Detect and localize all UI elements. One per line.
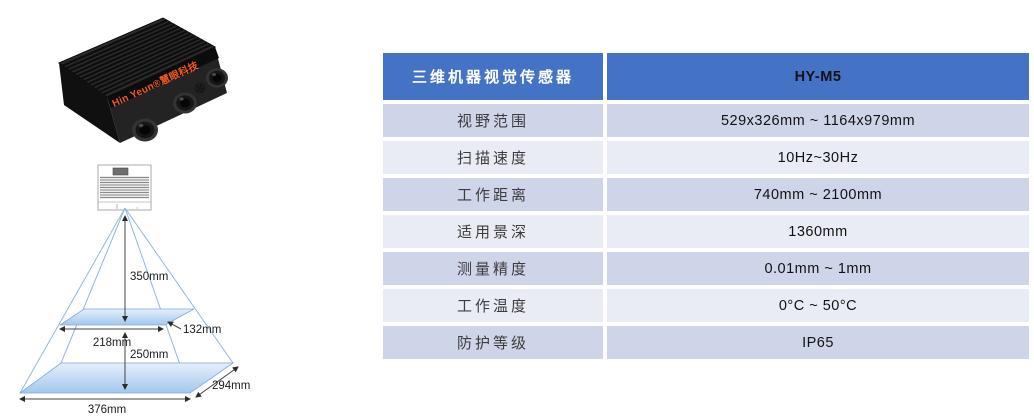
far-depth-label: 294mm [212,380,250,392]
spec-value: 529x326mm ~ 1164x979mm [607,104,1029,137]
left-panel: Hin Yeun®慧眼科技 [0,0,375,418]
table-row: 工作距离 740mm ~ 2100mm [383,178,1029,211]
heatsink-fins [62,19,212,96]
camera-lens-right [206,68,228,88]
near-width-label: 218mm [93,337,131,349]
fov-diagram: 350mm 218mm 132mm 250mm 376mm 294mm [18,164,250,416]
spec-value: IP65 [607,326,1029,359]
spec-label: 扫描速度 [383,141,603,174]
spec-label: 视野范围 [383,104,603,137]
brand-strip [107,47,219,108]
sensor-icon [97,164,152,211]
sensor-left-face [59,63,120,143]
near-to-far-label: 250mm [130,349,168,361]
fov-pyramid-edges [19,207,234,394]
table-row: 防护等级 IP65 [383,326,1029,359]
far-depth-arrow [195,366,239,398]
near-depth-arrow [167,321,182,330]
spec-label: 防护等级 [383,326,603,359]
spec-label: 测量精度 [383,252,603,285]
spec-value: 740mm ~ 2100mm [607,178,1029,211]
spec-label: 适用景深 [383,215,603,248]
fov-near-plane [58,308,195,326]
table-row: 测量精度 0.01mm ~ 1mm [383,252,1029,285]
fov-far-plane [18,362,235,394]
table-header-model: HY-M5 [607,53,1029,100]
sensor-front-face [107,47,227,143]
table-row: 适用景深 1360mm [383,215,1029,248]
table-row: 工作温度 0°C ~ 50°C [383,289,1029,322]
near-distance-label: 350mm [130,271,168,283]
table-row: 视野范围 529x326mm ~ 1164x979mm [383,104,1029,137]
spec-label: 工作温度 [383,289,603,322]
table-header-row: 三维机器视觉传感器 HY-M5 [383,53,1029,100]
table-row: 扫描速度 10Hz~30Hz [383,141,1029,174]
table-header-title: 三维机器视觉传感器 [383,53,603,100]
near-depth-label: 132mm [183,324,221,336]
speaker-grille [194,82,206,94]
camera-lens-center [173,92,197,114]
spec-value: 1360mm [607,215,1029,248]
spec-table: 三维机器视觉传感器 HY-M5 视野范围 529x326mm ~ 1164x97… [383,53,1029,359]
spec-label: 工作距离 [383,178,603,211]
far-width-label: 376mm [88,404,126,416]
sensor-product-image: Hin Yeun®慧眼科技 [57,17,228,143]
spec-value: 0°C ~ 50°C [607,289,1029,322]
camera-lens-left [132,118,158,142]
spec-value: 0.01mm ~ 1mm [607,252,1029,285]
spec-value: 10Hz~30Hz [607,141,1029,174]
